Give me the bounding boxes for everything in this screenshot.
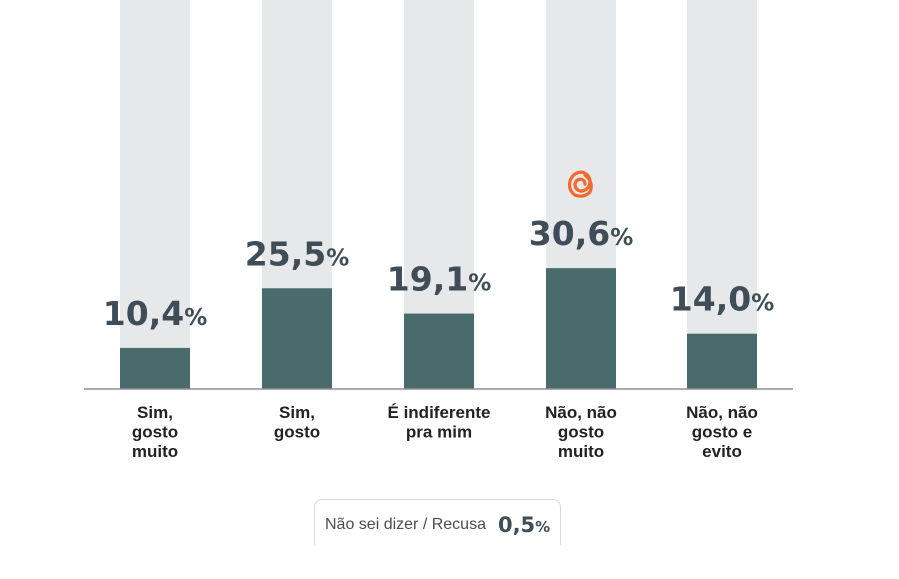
data-label-number: 10,4	[103, 294, 184, 333]
category-label-line: evito	[702, 442, 742, 461]
data-label-percent-sign: %	[184, 305, 207, 331]
category-label: Sim, gosto	[274, 403, 320, 442]
data-label: 30,6%	[529, 214, 633, 253]
category-label-line: É indiferente	[388, 403, 491, 422]
bar-track	[687, 0, 757, 389]
category-label-line: gosto	[274, 423, 320, 442]
spiral-path	[567, 170, 593, 198]
category-label: Sim, gosto muito	[132, 403, 178, 461]
category-label-line: gosto e	[692, 423, 752, 442]
category-label-line: muito	[132, 442, 178, 461]
data-label: 10,4%	[103, 294, 207, 333]
data-label-number: 30,6	[529, 214, 610, 253]
highlight-marker	[567, 170, 593, 198]
bar	[404, 313, 474, 389]
category-label-line: gosto	[132, 423, 178, 442]
data-label-percent-sign: %	[326, 245, 349, 271]
bar	[262, 288, 332, 389]
category-label-line: Sim,	[279, 403, 315, 422]
category-label: Não, não gosto muito	[545, 403, 617, 461]
category-label: Não, não gosto e evito	[686, 403, 758, 461]
data-label-number: 25,5	[245, 234, 326, 273]
category-label-line: gosto	[558, 423, 604, 442]
no-answer-percent-sign: %	[535, 517, 551, 536]
data-label: 14,0%	[670, 280, 774, 319]
category-label: É indiferente pra mim	[388, 403, 491, 442]
bar-track	[120, 0, 190, 389]
category-label-line: muito	[558, 442, 604, 461]
bar	[120, 347, 190, 389]
data-label-percent-sign: %	[610, 225, 633, 251]
no-answer-label: Não sei dizer / Recusa	[325, 515, 486, 533]
data-label: 25,5%	[245, 234, 349, 273]
value-labels: 10,4%25,5%19,1%30,6%14,0%	[103, 214, 774, 333]
bar	[546, 268, 616, 389]
category-label-line: Sim,	[137, 403, 173, 422]
category-label-line: Não, não	[545, 403, 617, 422]
data-label-percent-sign: %	[468, 271, 491, 297]
category-label-line: pra mim	[406, 423, 472, 442]
data-label-number: 14,0	[670, 280, 751, 319]
no-answer-number: 0,5	[497, 512, 536, 537]
no-answer-value: 0,5%	[498, 513, 550, 537]
no-answer-note: Não sei dizer / Recusa 0,5%	[314, 499, 561, 545]
bars	[120, 268, 757, 389]
data-label-number: 19,1	[387, 260, 468, 299]
bar-tracks	[120, 0, 757, 389]
spiral-logo-icon	[567, 170, 593, 198]
data-label: 19,1%	[387, 260, 491, 299]
bar	[687, 333, 757, 389]
data-label-percent-sign: %	[751, 291, 774, 317]
category-label-line: Não, não	[686, 403, 758, 422]
